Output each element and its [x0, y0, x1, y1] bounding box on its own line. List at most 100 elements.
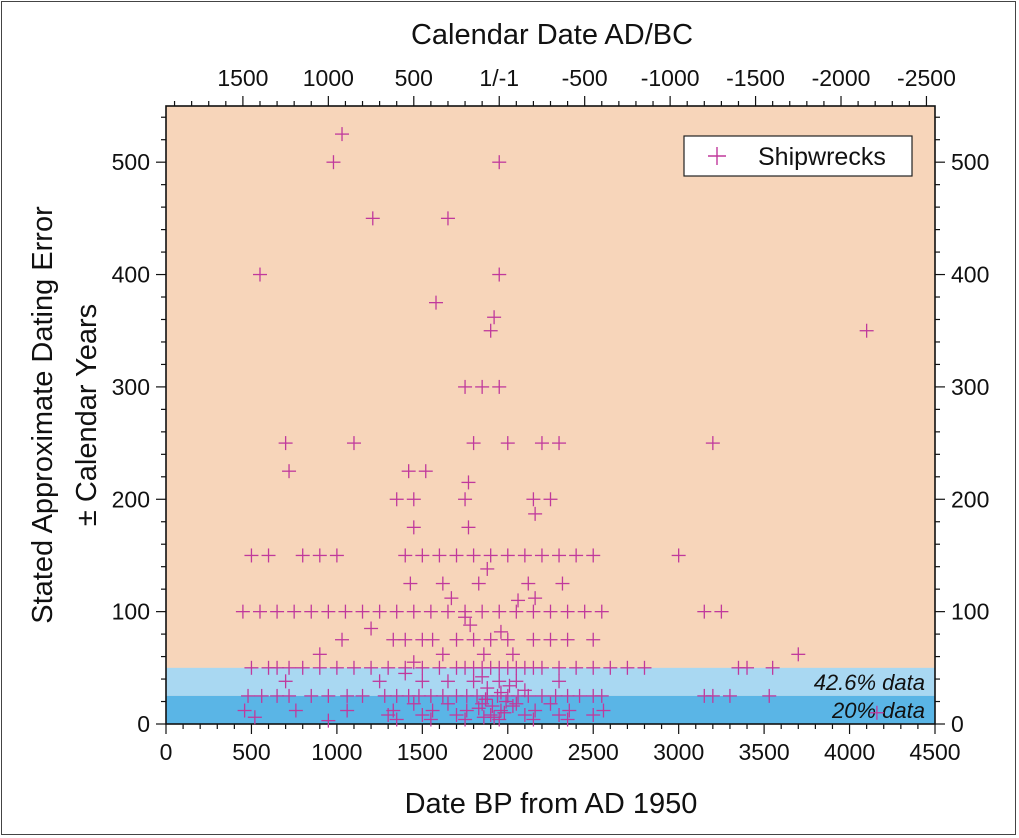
data-point	[411, 688, 426, 703]
data-point	[586, 548, 601, 563]
data-point	[435, 688, 450, 703]
data-point	[282, 660, 297, 675]
x-tick-label: 2500	[568, 739, 619, 765]
data-point	[697, 604, 712, 619]
data-point	[572, 688, 587, 703]
plot-area	[166, 106, 935, 724]
data-point	[483, 708, 498, 723]
y-tick-label-left: 500	[112, 149, 150, 175]
data-point	[596, 703, 611, 718]
data-point	[762, 688, 777, 703]
data-point	[560, 688, 575, 703]
data-point	[389, 492, 404, 507]
data-point	[355, 688, 370, 703]
x-tick-label: 1500	[397, 739, 448, 765]
data-point	[471, 576, 486, 591]
data-point	[483, 632, 498, 647]
y-axis-title-line2: ± Calendar Years	[71, 304, 103, 526]
data-point	[423, 604, 438, 619]
data-point	[526, 712, 541, 727]
data-point	[500, 436, 515, 451]
top-axis-title: Calendar Date AD/BC	[411, 19, 693, 51]
data-point	[586, 660, 601, 675]
data-point	[254, 688, 269, 703]
data-point	[398, 548, 413, 563]
data-point	[637, 660, 652, 675]
y-tick-label-right: 0	[951, 711, 964, 737]
data-point	[270, 688, 285, 703]
plot-background-layer: 42.6% data 20% data	[166, 106, 935, 724]
data-point	[534, 548, 549, 563]
data-point	[355, 604, 370, 619]
data-point	[577, 604, 592, 619]
data-point	[282, 688, 297, 703]
data-point	[505, 699, 520, 714]
data-point	[435, 647, 450, 662]
data-point	[458, 492, 473, 507]
data-point	[471, 701, 486, 716]
data-point	[326, 155, 341, 170]
data-point	[338, 604, 353, 619]
data-point	[440, 674, 455, 689]
data-point	[543, 696, 558, 711]
data-point	[534, 688, 549, 703]
data-point	[528, 591, 543, 606]
data-point	[381, 708, 396, 723]
data-point	[552, 660, 567, 675]
data-point	[415, 708, 430, 723]
data-point	[386, 632, 401, 647]
data-point	[500, 548, 515, 563]
data-point	[526, 492, 541, 507]
data-point	[389, 712, 404, 727]
x-axis-title: Date BP from AD 1950	[405, 788, 698, 820]
y-tick-label-left: 100	[112, 599, 150, 625]
data-point	[543, 632, 558, 647]
data-point	[329, 660, 344, 675]
data-point	[458, 712, 473, 727]
data-point	[492, 379, 507, 394]
data-point	[493, 703, 508, 718]
data-point	[487, 310, 502, 325]
legend-label: Shipwrecks	[758, 143, 886, 171]
y-tick-label-left: 300	[112, 374, 150, 400]
data-point	[278, 674, 293, 689]
data-point	[552, 708, 567, 723]
data-point	[364, 660, 379, 675]
data-point	[560, 712, 575, 727]
data-point	[548, 688, 563, 703]
data-point	[372, 674, 387, 689]
data-point	[705, 436, 720, 451]
data-point	[466, 436, 481, 451]
data-point	[594, 688, 609, 703]
data-point	[340, 688, 355, 703]
data-point	[304, 604, 319, 619]
band-label-2: 20% data	[831, 698, 925, 723]
data-point	[526, 632, 541, 647]
data-point	[552, 436, 567, 451]
data-point	[365, 211, 380, 226]
x-tick-label: 4500	[909, 739, 960, 765]
data-point	[288, 703, 303, 718]
data-point	[429, 295, 444, 310]
top-tick-label: 1000	[303, 65, 354, 91]
data-point	[505, 647, 520, 662]
data-point	[335, 127, 350, 142]
top-tick-label: -1500	[726, 65, 785, 91]
data-point	[364, 621, 379, 636]
data-point	[321, 688, 336, 703]
data-point	[722, 688, 737, 703]
data-point	[329, 548, 344, 563]
data-point	[435, 576, 450, 591]
data-point	[740, 660, 755, 675]
data-point	[492, 604, 507, 619]
x-tick-label: 3500	[739, 739, 790, 765]
data-point	[244, 548, 259, 563]
data-point	[237, 703, 252, 718]
data-point	[620, 660, 635, 675]
data-point	[244, 660, 259, 675]
y-tick-label-right: 100	[951, 599, 989, 625]
data-point	[423, 712, 438, 727]
y-tick-label-right: 500	[951, 149, 989, 175]
data-point	[270, 660, 285, 675]
